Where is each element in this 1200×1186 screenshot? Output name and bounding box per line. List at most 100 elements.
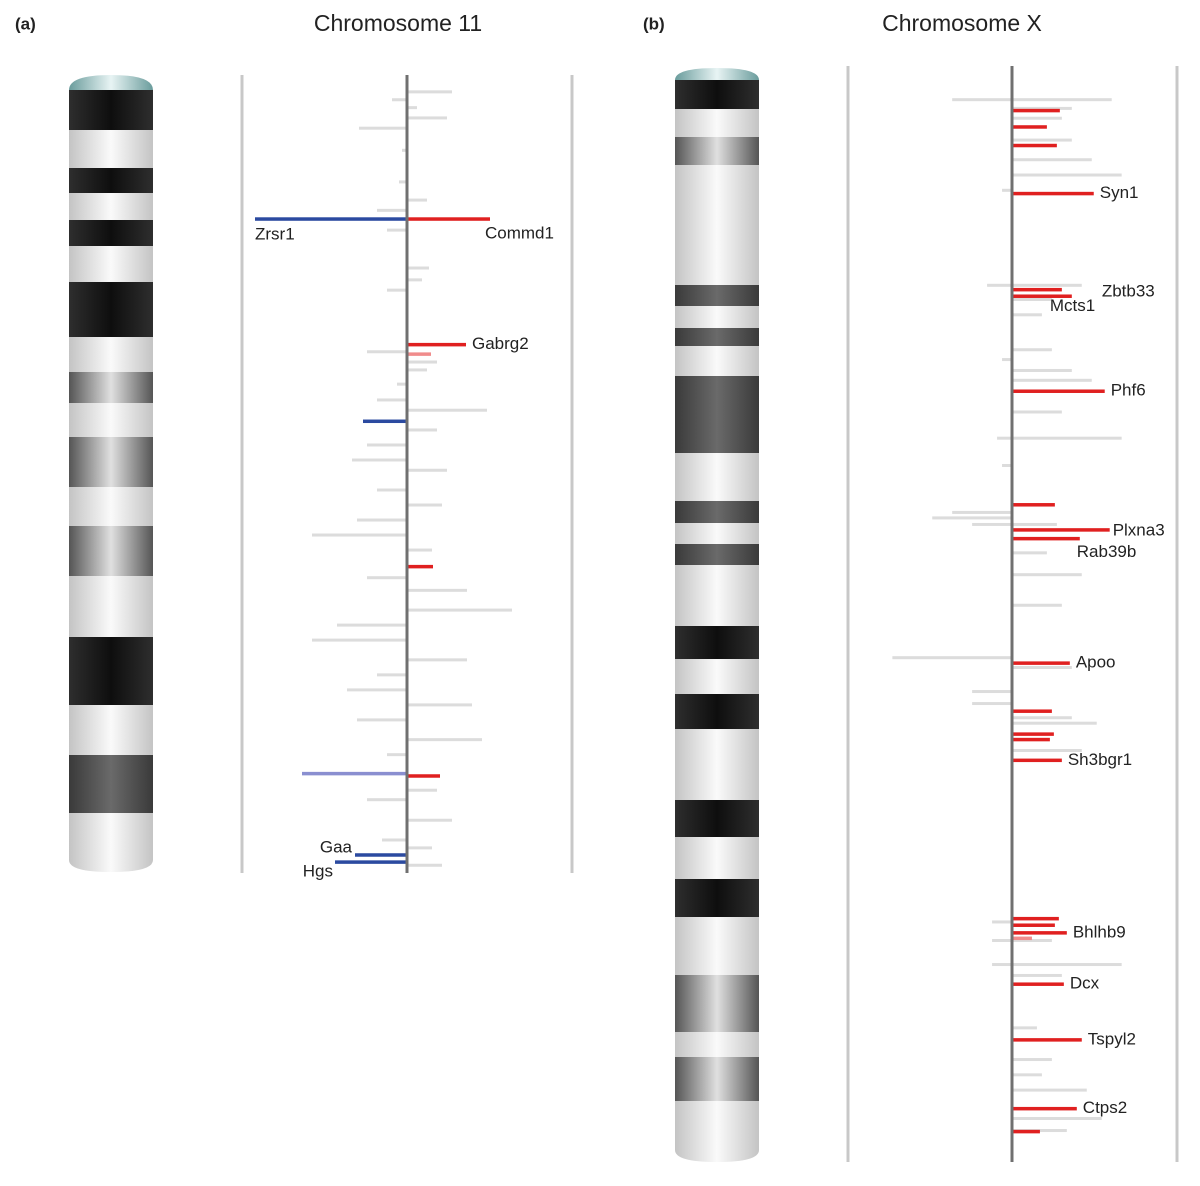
expression-bar bbox=[407, 863, 442, 867]
expression-bar bbox=[1012, 522, 1057, 526]
expression-bar bbox=[1012, 389, 1105, 393]
expression-bar bbox=[1012, 503, 1055, 507]
expression-bar bbox=[392, 98, 407, 102]
expression-bar bbox=[1012, 294, 1072, 298]
expression-bar bbox=[377, 488, 407, 492]
chromosome-band bbox=[675, 1032, 759, 1057]
expression-bar bbox=[337, 623, 407, 627]
gene-label: Commd1 bbox=[485, 224, 554, 243]
chromosome-band bbox=[675, 879, 759, 917]
expression-bar bbox=[367, 443, 407, 447]
expression-bar bbox=[357, 718, 407, 722]
chromosome-band bbox=[69, 130, 153, 168]
chromosome-band bbox=[69, 193, 153, 220]
expression-bar bbox=[1012, 1058, 1052, 1062]
gene-label: Apoo bbox=[1076, 653, 1116, 672]
gene-label: Syn1 bbox=[1100, 183, 1139, 202]
expression-bar bbox=[407, 342, 466, 347]
chromosome-band bbox=[69, 576, 153, 637]
chromosome-band bbox=[675, 1057, 759, 1101]
expression-bar bbox=[407, 428, 437, 432]
chromosome-band bbox=[69, 637, 153, 705]
expression-bar bbox=[1012, 287, 1062, 292]
chromosome-band bbox=[69, 168, 153, 193]
expression-bar bbox=[1012, 709, 1052, 713]
expression-bar bbox=[347, 688, 407, 692]
chromosome-band bbox=[675, 80, 759, 109]
expression-bar bbox=[1012, 436, 1122, 440]
expression-bar bbox=[1012, 143, 1057, 148]
expression-bar bbox=[1012, 916, 1059, 921]
expression-bar bbox=[1012, 138, 1072, 142]
expression-bar bbox=[407, 468, 447, 472]
chromosome-band bbox=[675, 376, 759, 453]
expression-bar bbox=[387, 753, 407, 757]
expression-bar bbox=[1012, 536, 1080, 541]
chromosome-band bbox=[69, 282, 153, 337]
gene-label: Plxna3 bbox=[1113, 520, 1165, 539]
chromosome-band bbox=[675, 837, 759, 879]
chromosome-band bbox=[69, 755, 153, 813]
expression-bar bbox=[407, 106, 417, 110]
expression-bar bbox=[952, 510, 1012, 514]
expression-bar bbox=[1012, 716, 1072, 720]
expression-bar bbox=[1012, 721, 1097, 725]
chromosome-band bbox=[675, 800, 759, 837]
expression-bar bbox=[1012, 749, 1082, 752]
expression-bar bbox=[407, 738, 482, 742]
chromosome-band bbox=[675, 565, 759, 626]
expression-bar bbox=[1012, 116, 1062, 120]
expression-bar bbox=[1012, 603, 1062, 607]
expression-bar bbox=[1012, 1117, 1102, 1121]
expression-bar bbox=[1012, 758, 1062, 763]
expression-bar bbox=[377, 208, 407, 212]
expression-bar bbox=[987, 283, 1012, 287]
expression-bar bbox=[377, 398, 407, 402]
gene-label: Bhlhb9 bbox=[1073, 922, 1126, 941]
panel-label: (b) bbox=[643, 14, 665, 33]
chromosome-band bbox=[69, 372, 153, 403]
expression-bar bbox=[1012, 158, 1092, 162]
expression-bar bbox=[1012, 661, 1070, 665]
expression-bar bbox=[1012, 1026, 1037, 1030]
chromosome-band bbox=[675, 694, 759, 729]
expression-bar bbox=[407, 368, 427, 372]
chromosome-band bbox=[69, 337, 153, 372]
expression-bar bbox=[407, 90, 452, 94]
gene-label: Zbtb33 bbox=[1102, 282, 1155, 301]
expression-bar bbox=[407, 198, 427, 202]
expression-bar bbox=[1002, 463, 1012, 467]
chromosome-band bbox=[675, 917, 759, 975]
chromosome-band bbox=[675, 285, 759, 306]
expression-bar bbox=[407, 548, 432, 552]
expression-bar bbox=[1012, 410, 1062, 414]
expression-bar bbox=[367, 350, 407, 354]
expression-bar bbox=[1012, 1106, 1077, 1111]
expression-bar bbox=[1012, 732, 1054, 736]
expression-bar bbox=[407, 503, 442, 507]
expression-bar bbox=[407, 360, 437, 364]
expression-bar bbox=[972, 690, 1012, 694]
expression-bar bbox=[1012, 108, 1060, 113]
expression-bar bbox=[402, 148, 407, 152]
expression-bar bbox=[992, 963, 1012, 967]
expression-bar bbox=[359, 126, 407, 130]
expression-bar bbox=[1012, 191, 1094, 196]
expression-bar bbox=[1012, 936, 1032, 941]
expression-bar bbox=[932, 516, 1012, 520]
chromosome-band bbox=[675, 659, 759, 694]
chromosome-band bbox=[69, 220, 153, 246]
gene-label: Hgs bbox=[303, 862, 333, 881]
expression-bar bbox=[363, 419, 407, 424]
expression-bar bbox=[407, 278, 422, 282]
chromosome-band bbox=[675, 523, 759, 544]
expression-bar bbox=[357, 518, 407, 522]
expression-bar bbox=[382, 838, 407, 842]
chromosome-band bbox=[675, 346, 759, 376]
expression-bar bbox=[1012, 551, 1047, 555]
gene-label: Ctps2 bbox=[1083, 1098, 1127, 1117]
chromosome-band bbox=[675, 544, 759, 565]
expression-bar bbox=[972, 522, 1012, 526]
expression-bar bbox=[1012, 973, 1062, 977]
